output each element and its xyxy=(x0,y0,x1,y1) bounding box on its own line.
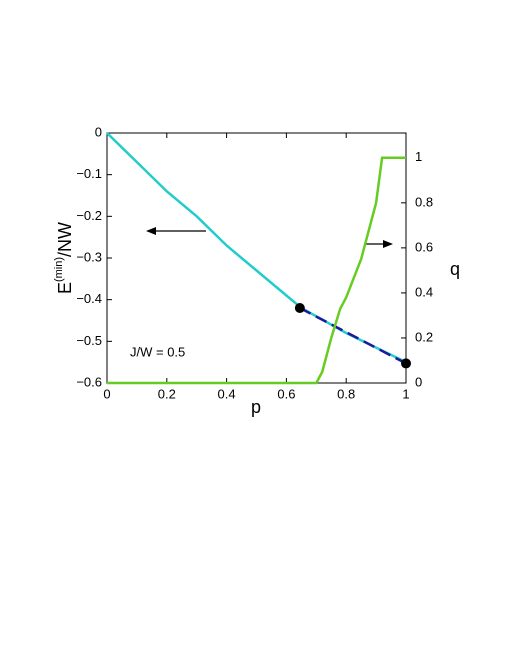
y-label-sup: (min) xyxy=(53,257,65,282)
series-line xyxy=(299,306,407,365)
x-label: p xyxy=(251,397,261,417)
y-tick-label: −0.3 xyxy=(76,249,102,264)
annotation: J/W = 0.5 xyxy=(130,344,185,359)
y2-tick-label: 0.4 xyxy=(415,284,433,299)
y-label-main: E xyxy=(55,282,75,294)
y2-tick-label: 0.2 xyxy=(415,329,433,344)
y2-tick-label: 1 xyxy=(415,149,422,164)
left-arrow xyxy=(146,227,206,235)
x-tick-label: 0.8 xyxy=(337,386,355,401)
x-tick-label: 0.2 xyxy=(158,386,176,401)
point xyxy=(294,303,305,313)
y-tick-label: −0.5 xyxy=(76,333,102,348)
y-tick-label: −0.1 xyxy=(76,166,102,181)
y2-tick-label: 0.8 xyxy=(415,194,433,209)
y-label-rest: /NW xyxy=(55,222,75,257)
right-arrow xyxy=(364,240,393,248)
x-tick-label: 0 xyxy=(103,386,110,401)
point xyxy=(401,358,411,369)
y2-tick-label: 0.6 xyxy=(415,239,433,254)
y-tick-label: −0.6 xyxy=(76,374,102,389)
x-tick-label: 0.4 xyxy=(218,386,236,401)
series-line xyxy=(106,132,407,364)
y2-label: q xyxy=(450,259,460,279)
x-tick-label: 1 xyxy=(402,386,409,401)
y-label: E(min)/NW xyxy=(53,222,75,294)
y-tick-label: 0 xyxy=(95,124,102,139)
y2-tick-label: 0 xyxy=(415,374,422,389)
series-line xyxy=(107,156,406,385)
x-tick-label: 0.6 xyxy=(277,386,295,401)
y-tick-label: −0.2 xyxy=(76,208,102,223)
y-tick-label: −0.4 xyxy=(76,291,102,306)
